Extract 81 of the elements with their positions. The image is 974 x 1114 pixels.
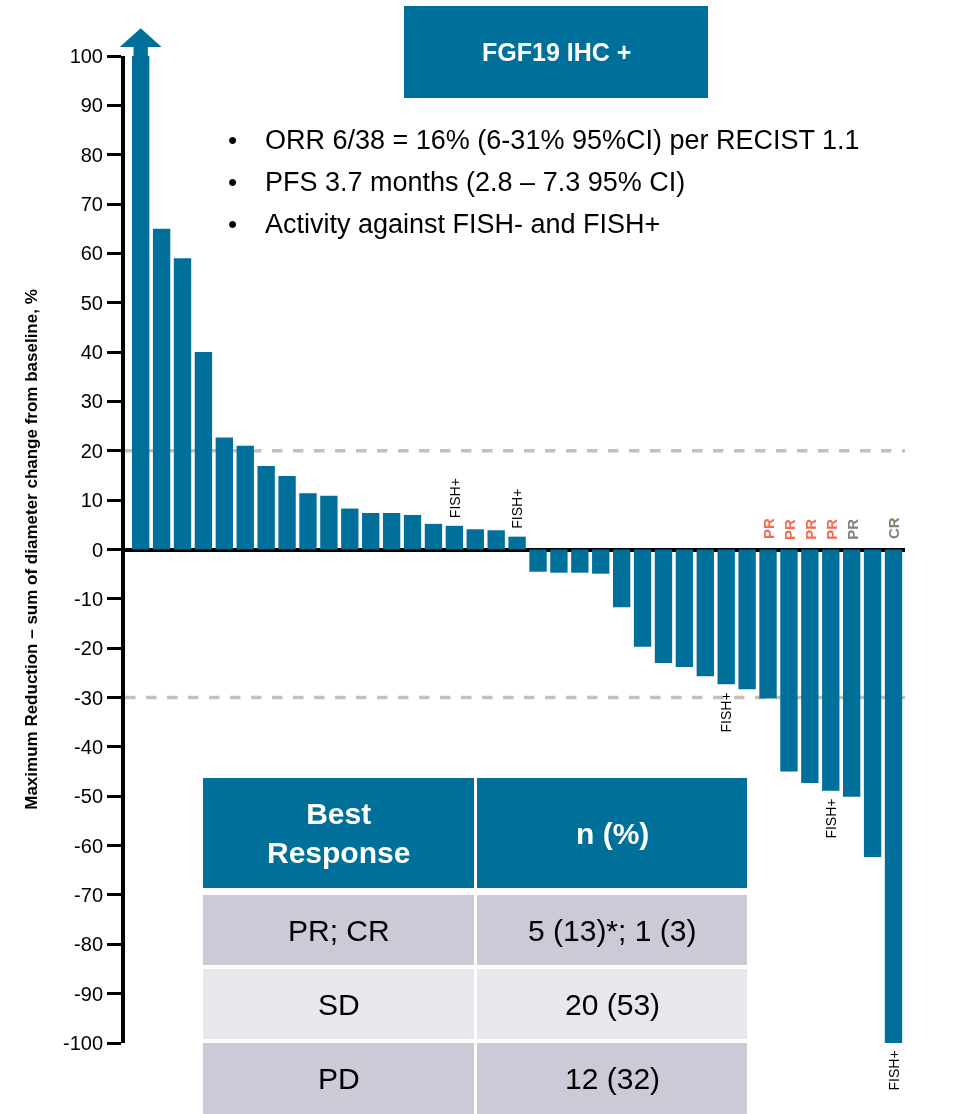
annotation: 20 (53) — [565, 988, 661, 1021]
y-tick-label: 90 — [80, 94, 103, 117]
bar — [382, 512, 401, 550]
bar — [236, 445, 254, 550]
y-axis-title: Maximum Reduction – sum of diameter change from baseline, % — [22, 289, 42, 810]
y-tick-label: 40 — [80, 341, 103, 364]
bar — [633, 549, 652, 647]
text: 12 (32) — [565, 1062, 661, 1095]
annotation: FISH+ — [509, 488, 526, 529]
bar — [362, 512, 380, 550]
y-tick-label: -20 — [74, 637, 103, 660]
annotation: • ORR 6/38 = 16% (6-31% 95%CI) per RECIST 1.1 — [228, 125, 860, 155]
bar — [843, 549, 861, 797]
bar — [592, 549, 610, 574]
bar — [550, 549, 568, 573]
y-tick-label: 70 — [80, 193, 103, 216]
bar — [822, 549, 840, 791]
bar — [152, 228, 171, 550]
y-tick-label: 10 — [80, 489, 103, 512]
bar — [675, 549, 694, 667]
annotation: FISH+ — [446, 478, 463, 519]
y-tick-label: -30 — [74, 686, 103, 709]
bar — [487, 530, 505, 550]
y-tick-label: -10 — [74, 587, 103, 610]
bar — [571, 549, 589, 573]
y-tick-label: 20 — [80, 439, 103, 462]
bar — [863, 549, 882, 857]
bar — [320, 495, 338, 550]
bar — [612, 549, 631, 608]
y-tick-label: -60 — [74, 834, 103, 857]
bar — [215, 437, 234, 550]
chart-title: FGF19 IHC + — [482, 38, 632, 66]
bar — [341, 508, 359, 550]
bar — [194, 352, 213, 550]
annotation: 5 (13)*; 1 (3) — [528, 914, 697, 947]
y-tick-label: -70 — [74, 883, 103, 906]
y-tick-label: -100 — [62, 1032, 103, 1054]
y-tick-label: 50 — [80, 291, 103, 314]
bar — [508, 536, 526, 550]
annotation: Best Response — [267, 797, 411, 869]
annotation: FISH+ — [717, 692, 734, 733]
annotation: • PFS 3.7 months (2.8 – 7.3 95% CI) — [228, 167, 686, 197]
bar — [696, 549, 714, 677]
y-tick-label: 80 — [80, 143, 103, 166]
annotation: PR — [801, 518, 819, 540]
bar — [801, 549, 819, 783]
bar — [466, 529, 484, 550]
y-tick-label: -90 — [74, 982, 103, 1005]
y-tick-label: -40 — [74, 735, 103, 758]
bar — [717, 549, 735, 685]
y-tick-label: 30 — [80, 390, 103, 413]
bar — [445, 525, 464, 550]
text: PD — [318, 1062, 360, 1095]
bar — [173, 258, 192, 550]
bar — [278, 475, 296, 550]
bar — [780, 549, 798, 772]
y-tick-label: -50 — [74, 785, 103, 808]
text: FISH+ — [885, 1050, 902, 1091]
annotation: PR — [760, 518, 778, 540]
bar — [403, 514, 422, 550]
bar — [884, 549, 903, 1043]
annotation: CR — [885, 517, 902, 539]
annotation: PR; CR — [288, 914, 390, 947]
annotation: PR — [822, 518, 840, 540]
bar — [424, 523, 443, 550]
bar — [529, 549, 547, 572]
y-tick-label: 0 — [91, 538, 103, 561]
y-tick-label: 60 — [80, 242, 103, 265]
bar — [759, 549, 777, 699]
bar — [738, 549, 756, 690]
bar — [299, 493, 317, 550]
annotation: SD — [318, 988, 360, 1021]
annotation: • Activity against FISH- and FISH+ — [228, 209, 661, 239]
bar — [257, 466, 275, 550]
y-tick-label: 100 — [69, 45, 103, 67]
y-tick-label: -80 — [74, 933, 103, 956]
annotation: n (%) — [576, 817, 650, 850]
annotation: FISH+ — [822, 798, 839, 839]
annotation: PR — [780, 518, 798, 540]
annotation: PR — [843, 518, 861, 540]
bar — [654, 549, 673, 663]
